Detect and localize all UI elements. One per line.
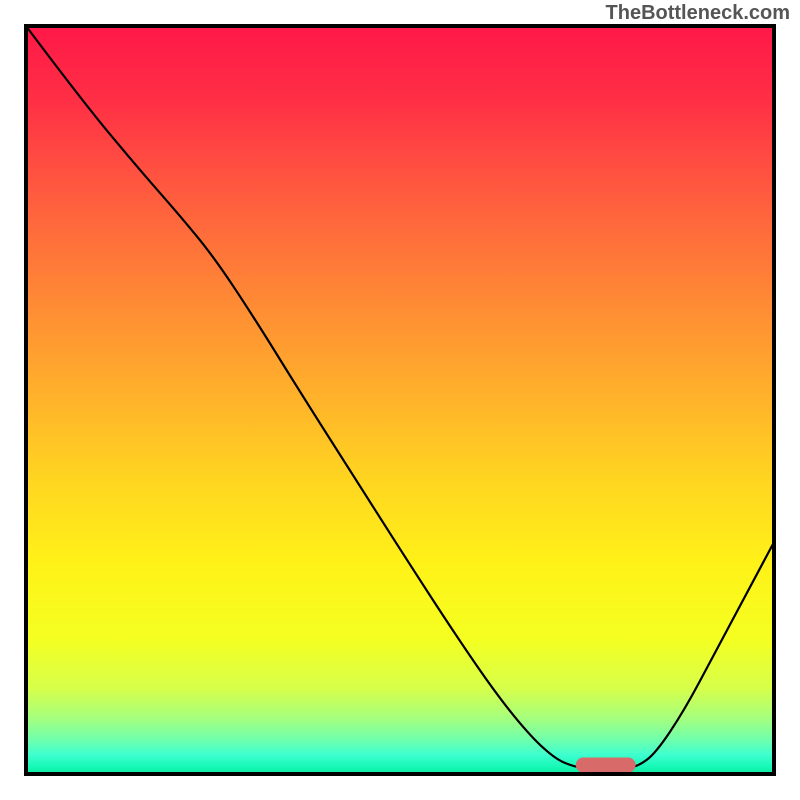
chart-container: TheBottleneck.com xyxy=(0,0,800,800)
optimal-range-marker xyxy=(576,758,636,773)
heatmap-background xyxy=(26,26,774,774)
attribution-text: TheBottleneck.com xyxy=(606,2,790,25)
chart-svg xyxy=(0,0,800,800)
